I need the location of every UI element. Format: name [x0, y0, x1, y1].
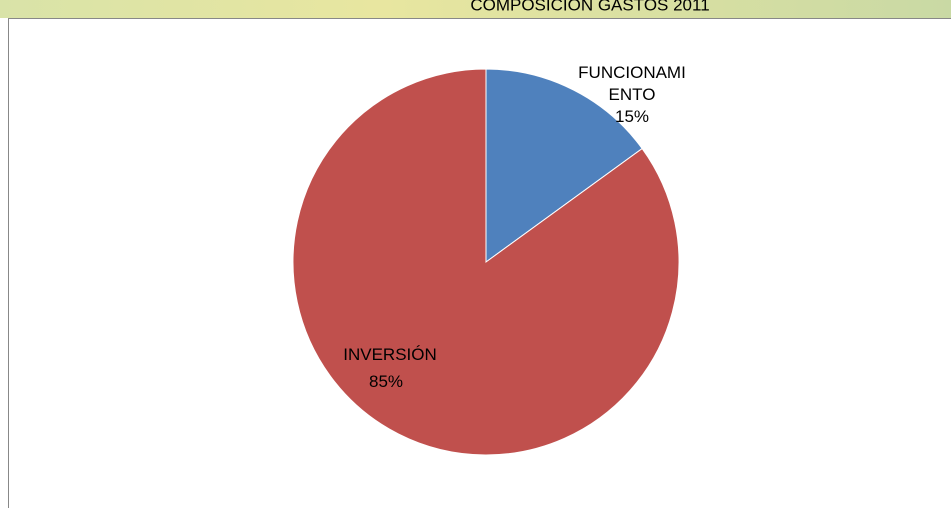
pie-slice	[485, 68, 643, 263]
chart-title: COMPOSICIÓN GASTOS 2011	[470, 0, 709, 14]
slice-label: FUNCIONAMIENTO	[578, 63, 686, 104]
background-strip	[0, 0, 951, 18]
slice-value-label: 85%	[368, 372, 404, 391]
pie-slice	[292, 68, 680, 456]
slice-label: INVERSIÓN	[343, 345, 437, 364]
slice-value-label: 15%	[614, 107, 650, 126]
